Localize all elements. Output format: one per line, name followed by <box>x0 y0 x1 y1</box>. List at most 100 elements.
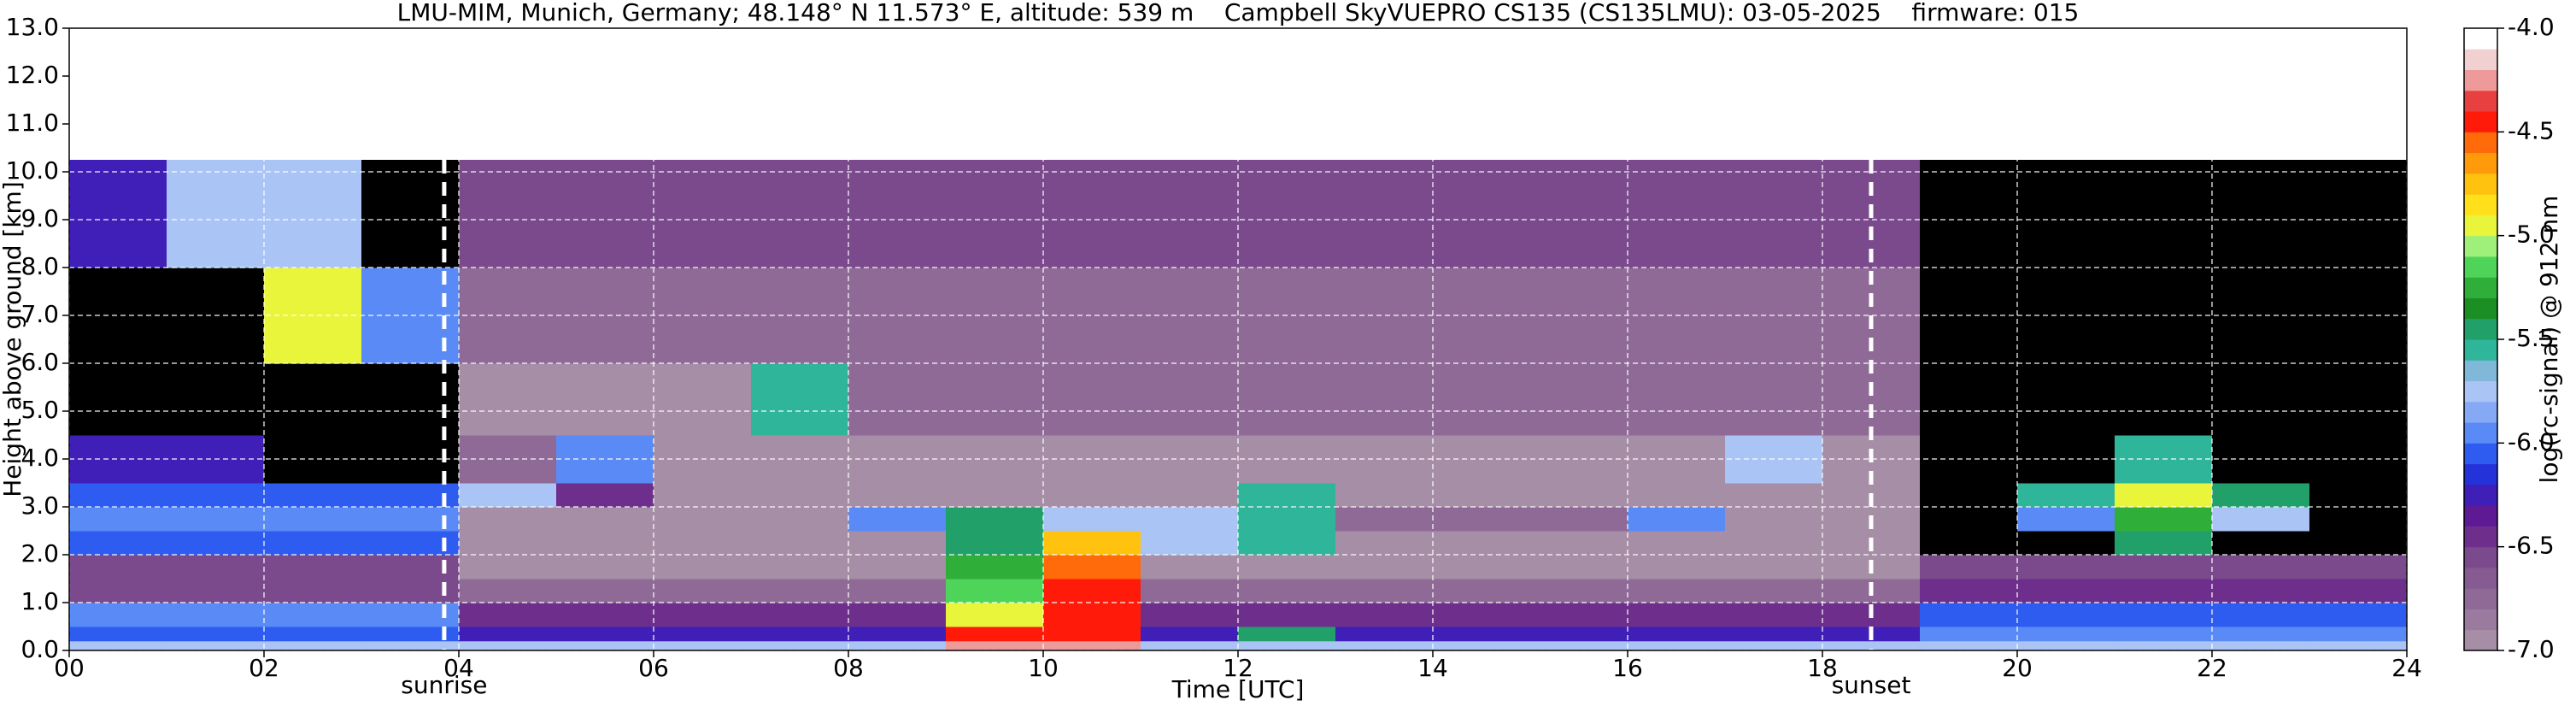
heatmap-cell <box>1141 627 1239 642</box>
heatmap-cell <box>1141 603 1239 627</box>
heatmap-cell <box>2212 627 2310 642</box>
heatmap-cell <box>2309 555 2408 580</box>
x-tick-label: 14 <box>1417 654 1448 682</box>
heatmap-cell <box>556 579 654 603</box>
heatmap-cell <box>1335 579 1434 603</box>
heatmap-cell <box>2212 160 2310 268</box>
heatmap-cell <box>167 555 265 580</box>
heatmap-cell <box>2309 435 2408 484</box>
heatmap-cell <box>556 483 654 508</box>
y-tick-label: 7.0 <box>21 300 59 328</box>
heatmap-cell <box>848 363 947 436</box>
x-tick-label: 06 <box>638 654 669 682</box>
colorbar-swatch <box>2464 90 2497 112</box>
heatmap-cell <box>1628 627 1726 642</box>
heatmap-cell <box>264 531 362 556</box>
y-tick-label: 4.0 <box>21 444 59 472</box>
colorbar-tick-label: -7.0 <box>2508 635 2555 663</box>
heatmap-cell <box>2212 483 2310 508</box>
heatmap-cell <box>2309 627 2408 642</box>
heatmap-cell <box>1238 555 1336 580</box>
heatmap-cell <box>1530 435 1628 484</box>
x-tick-label: 18 <box>1807 654 1838 682</box>
colorbar-swatch <box>2464 422 2497 444</box>
colorbar-swatch <box>2464 546 2497 568</box>
heatmap-cell <box>556 268 654 364</box>
heatmap-cell <box>556 640 654 651</box>
heatmap-cell <box>167 603 265 627</box>
colorbar-tick-label: -5.5 <box>2508 324 2555 352</box>
heatmap-cell <box>946 507 1044 532</box>
heatmap-cell <box>2017 640 2115 651</box>
heatmap-cell <box>1141 531 1239 556</box>
heatmap-cell <box>69 579 167 603</box>
heatmap-cell <box>1238 579 1336 603</box>
colorbar-swatch <box>2464 69 2497 91</box>
heatmap-cell <box>264 603 362 627</box>
x-tick-label: 20 <box>2002 654 2033 682</box>
heatmap-cell <box>1043 579 1141 603</box>
colorbar-swatch <box>2464 256 2497 278</box>
colorbar-swatch <box>2464 235 2497 257</box>
heatmap-cell <box>167 531 265 556</box>
heatmap-cell <box>167 507 265 532</box>
heatmap-cell <box>1822 363 1921 436</box>
heatmap-cell <box>1725 160 1823 268</box>
heatmap-cell <box>459 531 557 556</box>
heatmap-cell <box>2309 363 2408 436</box>
heatmap-cell <box>167 579 265 603</box>
heatmap-cell <box>1530 579 1628 603</box>
colorbar-label: log(rc-signal) @ 912 nm <box>2535 196 2563 484</box>
heatmap-cell <box>1043 627 1141 642</box>
colorbar-swatch <box>2464 567 2497 589</box>
heatmap-cell <box>1920 160 2018 268</box>
heatmap-cell <box>848 603 947 627</box>
colorbar-swatch <box>2464 173 2497 195</box>
heatmap-cell <box>1433 579 1531 603</box>
x-tick-label: 00 <box>54 654 85 682</box>
heatmap-cell <box>1530 363 1628 436</box>
heatmap-cell <box>459 507 557 532</box>
heatmap-cell <box>2017 555 2115 580</box>
heatmap-cell <box>1628 603 1726 627</box>
heatmap-cell <box>751 640 849 651</box>
x-tick-label: 04 <box>443 654 474 682</box>
heatmap-cell <box>1335 435 1434 484</box>
heatmap-cell <box>556 435 654 484</box>
heatmap-cell <box>848 268 947 364</box>
heatmap-cell <box>946 603 1044 627</box>
colorbar-swatch <box>2464 629 2497 651</box>
heatmap-cell <box>69 268 167 364</box>
heatmap-cell <box>1141 579 1239 603</box>
heatmap-cell <box>459 160 557 268</box>
x-tick-label: 10 <box>1028 654 1059 682</box>
heatmap-cell <box>2017 435 2115 484</box>
heatmap-cell <box>2309 603 2408 627</box>
heatmap-cell <box>946 483 1044 508</box>
heatmap-cell <box>459 363 557 436</box>
heatmap-cell <box>264 363 362 436</box>
heatmap-cell <box>2017 603 2115 627</box>
heatmap-cell <box>946 555 1044 580</box>
heatmap-cell <box>459 483 557 508</box>
y-tick-label: 8.0 <box>21 252 59 280</box>
heatmap-cell <box>1530 603 1628 627</box>
heatmap-cell <box>1725 640 1823 651</box>
colorbar-swatch <box>2464 609 2497 631</box>
heatmap-cell <box>1141 555 1239 580</box>
colorbar-swatch <box>2464 526 2497 548</box>
colorbar-swatch <box>2464 360 2497 382</box>
heatmap-cell <box>1530 507 1628 532</box>
heatmap-cell <box>1141 640 1239 651</box>
heatmap-cell <box>1920 627 2018 642</box>
heatmap-cell <box>69 507 167 532</box>
heatmap-cell <box>167 363 265 436</box>
heatmap-cell <box>654 555 752 580</box>
heatmap-cell <box>751 555 849 580</box>
colorbar-swatch <box>2464 111 2497 132</box>
heatmap-cell <box>2017 507 2115 532</box>
heatmap-cell <box>1725 531 1823 556</box>
heatmap-cell <box>264 579 362 603</box>
heatmap-cell <box>751 363 849 436</box>
